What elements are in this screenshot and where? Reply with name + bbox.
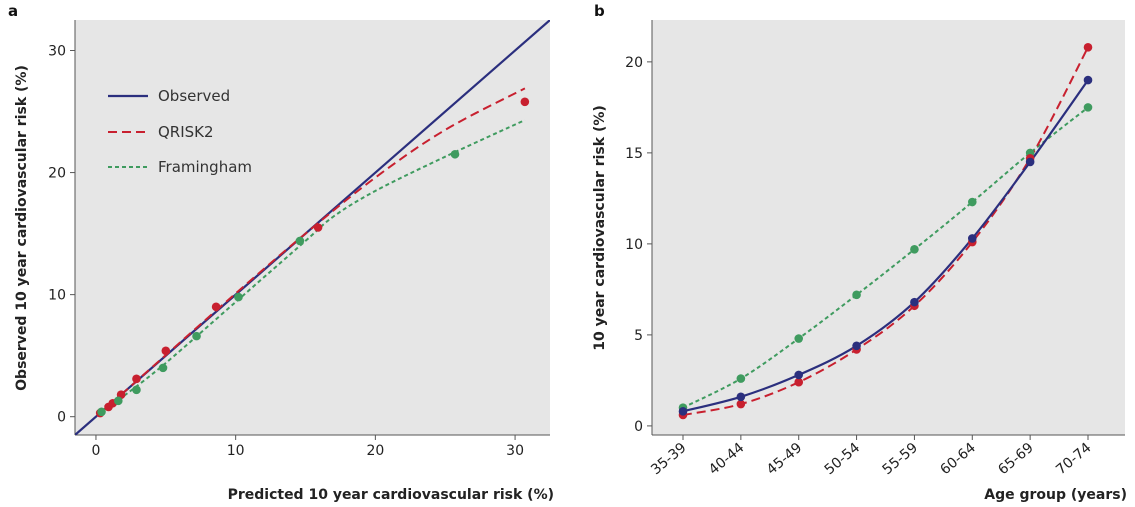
panel-b-observed-point	[736, 392, 746, 402]
panel-b-observed-point	[852, 341, 861, 351]
panel-a-y-tick-label: 20	[48, 166, 66, 182]
panel-a-x-axis-title: Predicted 10 year cardiovascular risk (%…	[228, 487, 554, 503]
panel-b-x-tick-label: 55-59	[880, 440, 921, 478]
panel-b-y-tick-label: 10	[625, 237, 643, 253]
panel-a-framingham-point	[97, 407, 106, 417]
panel-b-x-tick-label: 70-74	[1053, 440, 1095, 478]
panel-b-x-tick-label: 50-54	[822, 440, 864, 478]
panel-a-qrisk2-line	[99, 87, 526, 414]
panel-b: 35-39 40-44 45-49 50-54 55-59 60-64 65-69 70-74…	[592, 20, 1127, 503]
panel-b-x-tick-label: 45-49	[764, 440, 805, 478]
panel-b-observed-point	[910, 297, 919, 307]
panel-a: 0 10 20 30 0 10 20 30 Observed QRISK2 Framingha…	[14, 20, 554, 503]
panel-b-x-tick-label: 35-39	[648, 440, 689, 478]
panel-b-y-tick-label: 5	[634, 328, 643, 344]
panel-b-observed-point	[678, 407, 688, 416]
panel-b-qrisk2-point	[794, 377, 804, 387]
panel-a-x-tick-label: 10	[227, 443, 245, 459]
panel-a-series-lines	[75, 20, 550, 435]
panel-a-framingham-point	[450, 149, 460, 159]
panel-b-qrisk2-line	[682, 46, 1089, 416]
panel-a-qrisk2-point	[313, 223, 323, 232]
panel-a-ticks: 0 10 20 30 0 10 20 30	[48, 44, 524, 459]
panel-b-x-tick-label: 60-64	[937, 440, 979, 478]
panel-b-observed-point	[794, 370, 804, 380]
panel-a-qrisk2-point	[520, 97, 530, 107]
panel-b-qrisk2-point	[1083, 43, 1093, 52]
panel-a-x-tick-label: 30	[506, 443, 524, 459]
panel-a-y-tick-label: 10	[48, 288, 66, 304]
panel-a-framingham-point	[295, 236, 305, 246]
panel-b-letter: b	[594, 2, 605, 20]
panel-a-y-axis-title: Observed 10 year cardiovascular risk (%)	[14, 65, 30, 391]
panel-b-points	[678, 43, 1093, 420]
panel-b-y-tick-label: 15	[625, 146, 643, 162]
panel-a-framingham-point	[192, 331, 201, 341]
panel-b-observed-point	[967, 234, 977, 243]
panel-b-qrisk2-point	[736, 399, 746, 409]
panel-b-plot-area	[652, 20, 1125, 435]
panel-a-framingham-point	[132, 385, 141, 395]
panel-a-points	[95, 97, 530, 418]
panel-b-y-tick-label: 20	[625, 55, 643, 71]
panel-a-legend: Observed QRISK2 Framingham	[108, 87, 252, 176]
panel-b-x-axis-title: Age group (years)	[984, 487, 1127, 503]
panel-a-framingham-point	[234, 292, 243, 302]
panel-b-x-tick-label: 40-44	[706, 440, 748, 478]
panel-b-framingham-point	[852, 290, 861, 300]
panel-a-framingham-line	[100, 119, 526, 413]
legend-qrisk2-label: QRISK2	[158, 123, 214, 141]
panel-b-framingham-point	[1083, 103, 1093, 112]
legend-framingham-label: Framingham	[158, 158, 252, 176]
panel-b-observed-point	[1083, 75, 1093, 85]
panel-a-qrisk2-point	[132, 374, 141, 384]
panel-a-qrisk2-point	[161, 346, 171, 356]
panel-b-x-tick-label: 65-69	[995, 440, 1036, 478]
panel-a-letter: a	[8, 2, 18, 20]
panel-a-y-tick-label: 30	[48, 44, 66, 60]
panel-a-framingham-point	[114, 396, 123, 406]
panel-a-y-tick-label: 0	[57, 410, 66, 426]
panel-a-framingham-point	[158, 363, 168, 373]
panel-b-framingham-point	[794, 334, 804, 343]
panel-a-x-tick-label: 20	[366, 443, 384, 459]
panel-a-x-tick-label: 0	[91, 443, 100, 459]
panel-b-observed-point	[1025, 157, 1035, 167]
panel-b-y-tick-label: 0	[634, 419, 643, 435]
panel-b-framingham-point	[967, 197, 977, 207]
legend-observed-label: Observed	[158, 87, 230, 105]
panel-b-framingham-point	[910, 245, 919, 254]
panel-b-y-axis-title: 10 year cardiovascular risk (%)	[592, 105, 608, 351]
panel-b-framingham-point	[736, 374, 746, 383]
panel-a-qrisk2-point	[211, 302, 221, 312]
panel-b-framingham-line	[682, 106, 1089, 409]
